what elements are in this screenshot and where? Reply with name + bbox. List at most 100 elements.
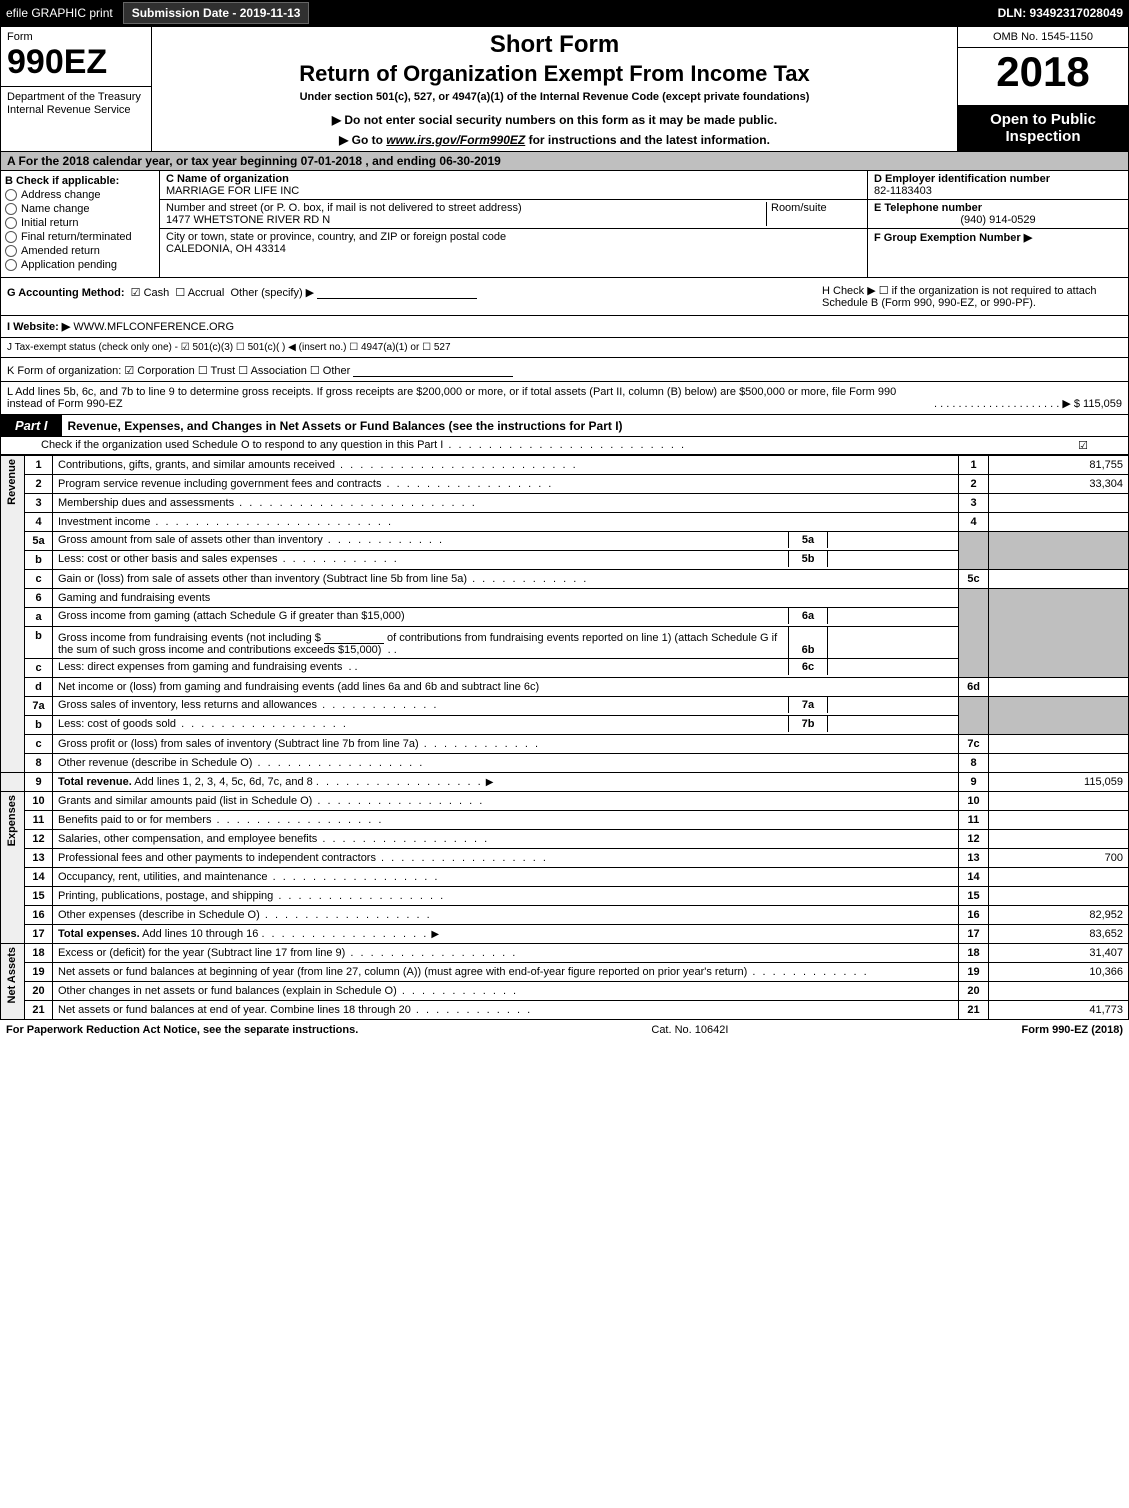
cal-middle: , and ending <box>365 154 439 168</box>
radio-icon <box>5 189 17 201</box>
line-ref: 8 <box>959 754 989 773</box>
section-g: G Accounting Method: ☑ Cash ☐ Accrual Ot… <box>1 278 816 315</box>
tax-year: 2018 <box>958 48 1128 105</box>
form-number: 990EZ <box>1 43 151 86</box>
group-exemption-row: F Group Exemption Number ▶ <box>868 229 1128 277</box>
ein-row: D Employer identification number 82-1183… <box>868 171 1128 200</box>
other-org-field[interactable] <box>353 362 513 377</box>
line-9: 9 Total revenue. Add lines 1, 2, 3, 4, 5… <box>1 773 1129 792</box>
line-desc: Net assets or fund balances at end of ye… <box>53 1001 959 1020</box>
part1-tab: Part I <box>1 415 62 436</box>
line-num: c <box>25 735 53 754</box>
radio-icon <box>5 203 17 215</box>
line-num: 9 <box>25 773 53 792</box>
line-value <box>989 513 1129 532</box>
cb-initial-return[interactable]: Initial return <box>5 217 155 229</box>
line-desc: Contributions, gifts, grants, and simila… <box>53 456 959 475</box>
line-6d: d Net income or (loss) from gaming and f… <box>1 678 1129 697</box>
line-num: 3 <box>25 494 53 513</box>
other-specify-field[interactable] <box>317 284 477 299</box>
box-b-title: B Check if applicable: <box>5 175 155 187</box>
line-desc: Salaries, other compensation, and employ… <box>53 830 959 849</box>
dln-label: DLN: 93492317028049 <box>998 6 1123 20</box>
line-7c: c Gross profit or (loss) from sales of i… <box>1 735 1129 754</box>
line-value: 41,773 <box>989 1001 1129 1020</box>
org-name: MARRIAGE FOR LIFE INC <box>166 185 299 197</box>
footer-left: For Paperwork Reduction Act Notice, see … <box>6 1024 358 1036</box>
line-desc: Net income or (loss) from gaming and fun… <box>53 678 959 697</box>
part1-header: Part I Revenue, Expenses, and Changes in… <box>0 415 1129 437</box>
line-ref: 10 <box>959 792 989 811</box>
org-city-row: City or town, state or province, country… <box>160 229 867 257</box>
line-desc: Gross profit or (loss) from sales of inv… <box>53 735 959 754</box>
header-right: OMB No. 1545-1150 2018 Open to Public In… <box>957 27 1128 151</box>
go-to-prefix: ▶ Go to <box>339 133 386 147</box>
line-desc-sub: Less: cost of goods sold 7b <box>53 716 959 735</box>
line-desc: Total revenue. Add lines 1, 2, 3, 4, 5c,… <box>53 773 959 792</box>
line-num: 7a <box>25 697 53 716</box>
line-ref: 7c <box>959 735 989 754</box>
line-value <box>989 792 1129 811</box>
line-5c: c Gain or (loss) from sale of assets oth… <box>1 570 1129 589</box>
line-15: 15 Printing, publications, postage, and … <box>1 887 1129 906</box>
efile-label: efile GRAPHIC print <box>6 6 113 20</box>
radio-icon <box>5 217 17 229</box>
line-17: 17 Total expenses. Add lines 10 through … <box>1 925 1129 944</box>
page-footer: For Paperwork Reduction Act Notice, see … <box>0 1020 1129 1040</box>
line-desc: Occupancy, rent, utilities, and maintena… <box>53 868 959 887</box>
cb-address-change[interactable]: Address change <box>5 189 155 201</box>
contrib-amount-field[interactable] <box>324 629 384 644</box>
org-name-label: C Name of organization <box>166 173 289 185</box>
line-value <box>989 735 1129 754</box>
line-desc-sub: Gross amount from sale of assets other t… <box>53 532 959 551</box>
line-num: 10 <box>25 792 53 811</box>
line-value: 33,304 <box>989 475 1129 494</box>
group-label: F Group Exemption Number ▶ <box>874 232 1032 244</box>
sub-num: 6c <box>789 659 828 675</box>
line-20: 20 Other changes in net assets or fund b… <box>1 982 1129 1001</box>
radio-icon <box>5 245 17 257</box>
side-revenue-label: Revenue <box>6 459 18 505</box>
line-num: 1 <box>25 456 53 475</box>
department-label: Department of the Treasury Internal Reve… <box>1 86 151 121</box>
sub-val <box>828 532 958 548</box>
ein-label: D Employer identification number <box>874 173 1050 185</box>
cb-name-change[interactable]: Name change <box>5 203 155 215</box>
submission-date-button[interactable]: Submission Date - 2019-11-13 <box>123 2 310 24</box>
cb-amended-return[interactable]: Amended return <box>5 245 155 257</box>
line-desc: Investment income <box>53 513 959 532</box>
org-addr-row: Number and street (or P. O. box, if mail… <box>160 200 867 229</box>
sub-val <box>828 627 958 658</box>
cb-label: Application pending <box>21 259 117 271</box>
go-to-link[interactable]: www.irs.gov/Form990EZ <box>386 133 525 147</box>
form-header: Form 990EZ Department of the Treasury In… <box>0 26 1129 152</box>
radio-icon <box>5 231 17 243</box>
line-ref: 20 <box>959 982 989 1001</box>
city-label: City or town, state or province, country… <box>166 231 506 243</box>
ein-value: 82-1183403 <box>874 185 932 197</box>
addr-value: 1477 WHETSTONE RIVER RD N <box>166 214 330 226</box>
line-ref: 4 <box>959 513 989 532</box>
under-section: Under section 501(c), 527, or 4947(a)(1)… <box>158 91 951 103</box>
addlines-row: L Add lines 5b, 6c, and 7b to line 9 to … <box>0 382 1129 415</box>
header-mid: Short Form Return of Organization Exempt… <box>152 27 957 151</box>
org-name-row: C Name of organization MARRIAGE FOR LIFE… <box>160 171 867 200</box>
cb-application-pending[interactable]: Application pending <box>5 259 155 271</box>
line-desc: Total expenses. Add lines 10 through 16 <box>53 925 959 944</box>
line-ref: 18 <box>959 944 989 963</box>
line-desc: Gain or (loss) from sale of assets other… <box>53 570 959 589</box>
section-h: H Check ▶ ☐ if the organization is not r… <box>816 278 1128 315</box>
cb-final-return[interactable]: Final return/terminated <box>5 231 155 243</box>
sub-num: 7b <box>789 716 828 732</box>
line-4: 4 Investment income 4 <box>1 513 1129 532</box>
cb-label: Name change <box>21 203 90 215</box>
line-desc: Printing, publications, postage, and shi… <box>53 887 959 906</box>
line-desc: Grants and similar amounts paid (list in… <box>53 792 959 811</box>
omb-number: OMB No. 1545-1150 <box>958 27 1128 48</box>
line-desc: Other changes in net assets or fund bala… <box>53 982 959 1001</box>
line-num: 5a <box>25 532 53 551</box>
acct-other: Other (specify) ▶ <box>231 287 315 299</box>
line-desc: Other expenses (describe in Schedule O) <box>53 906 959 925</box>
line-2: 2 Program service revenue including gove… <box>1 475 1129 494</box>
addlines-amount: $ 115,059 <box>1074 398 1122 410</box>
